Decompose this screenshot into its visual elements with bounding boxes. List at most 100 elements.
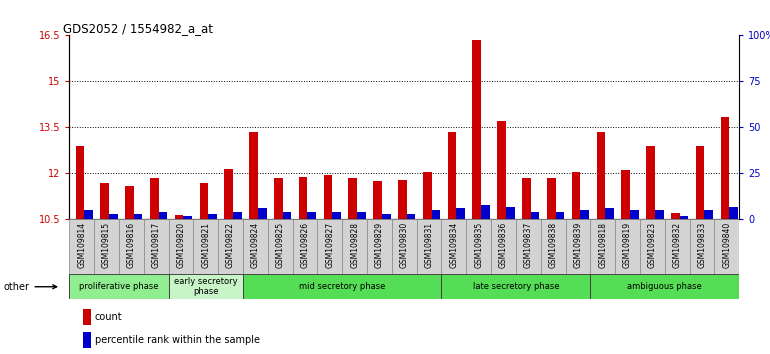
Bar [367, 219, 392, 274]
Bar [646, 146, 654, 219]
Bar [382, 214, 390, 219]
Text: GSM109824: GSM109824 [251, 222, 260, 268]
Text: other: other [3, 282, 57, 292]
Bar [398, 179, 407, 219]
Bar [268, 219, 293, 274]
Bar [729, 207, 738, 219]
Bar [307, 212, 316, 219]
Bar [348, 178, 357, 219]
Text: late secretory phase: late secretory phase [473, 282, 559, 291]
Text: GSM109829: GSM109829 [375, 222, 384, 268]
Bar [150, 178, 159, 219]
Text: GSM109833: GSM109833 [698, 222, 707, 268]
Bar [175, 215, 183, 219]
Text: GSM109840: GSM109840 [722, 222, 732, 268]
Text: GSM109817: GSM109817 [152, 222, 161, 268]
Bar [159, 212, 167, 219]
Text: ambiguous phase: ambiguous phase [628, 282, 702, 291]
Bar [531, 212, 540, 219]
Bar [671, 213, 680, 219]
Text: GSM109823: GSM109823 [648, 222, 657, 268]
Bar [447, 132, 457, 219]
Bar [506, 207, 514, 219]
Text: GSM109820: GSM109820 [176, 222, 186, 268]
Bar [82, 309, 91, 325]
Bar [597, 132, 605, 219]
Bar [258, 209, 266, 219]
Bar [299, 177, 307, 219]
Bar [82, 332, 91, 348]
Text: early secretory
phase: early secretory phase [174, 277, 238, 296]
Bar [640, 219, 665, 274]
Bar [125, 186, 134, 219]
Text: GSM109837: GSM109837 [524, 222, 533, 268]
Bar [208, 214, 217, 219]
Text: GSM109822: GSM109822 [226, 222, 235, 268]
Bar [516, 219, 541, 274]
Bar [417, 219, 441, 274]
Bar [183, 216, 192, 219]
Text: GSM109831: GSM109831 [424, 222, 434, 268]
Bar [715, 219, 739, 274]
Bar [392, 219, 417, 274]
Bar [342, 219, 367, 274]
Bar [630, 210, 638, 219]
Text: percentile rank within the sample: percentile rank within the sample [95, 335, 259, 346]
Bar [218, 219, 243, 274]
Bar [491, 219, 516, 274]
Text: GSM109814: GSM109814 [77, 222, 86, 268]
Bar [690, 219, 715, 274]
Bar [323, 175, 333, 219]
Bar [696, 146, 705, 219]
Bar [119, 219, 144, 274]
Bar [665, 219, 690, 274]
Text: GSM109818: GSM109818 [598, 222, 608, 268]
Bar [69, 274, 169, 299]
Bar [357, 212, 366, 219]
Bar [317, 219, 342, 274]
Bar [680, 216, 688, 219]
Text: GSM109815: GSM109815 [102, 222, 111, 268]
Bar [431, 210, 440, 219]
Text: GDS2052 / 1554982_a_at: GDS2052 / 1554982_a_at [62, 22, 213, 35]
Text: GSM109819: GSM109819 [623, 222, 632, 268]
Bar [249, 132, 258, 219]
Bar [481, 205, 490, 219]
Text: GSM109827: GSM109827 [325, 222, 334, 268]
Text: GSM109828: GSM109828 [350, 222, 359, 268]
Text: GSM109832: GSM109832 [673, 222, 681, 268]
Bar [721, 117, 729, 219]
Bar [109, 214, 118, 219]
Bar [144, 219, 169, 274]
Bar [283, 212, 291, 219]
Bar [441, 274, 591, 299]
Text: GSM109834: GSM109834 [450, 222, 458, 268]
Bar [84, 210, 93, 219]
Bar [423, 172, 431, 219]
Bar [333, 212, 341, 219]
Text: GSM109836: GSM109836 [499, 222, 508, 268]
Text: GSM109825: GSM109825 [276, 222, 285, 268]
Bar [605, 209, 614, 219]
Bar [615, 219, 640, 274]
Bar [591, 219, 615, 274]
Bar [243, 219, 268, 274]
Bar [497, 121, 506, 219]
Bar [243, 274, 441, 299]
Bar [293, 219, 317, 274]
Bar [565, 219, 591, 274]
Bar [556, 212, 564, 219]
Bar [224, 169, 233, 219]
Bar [591, 274, 739, 299]
Bar [100, 183, 109, 219]
Text: mid secretory phase: mid secretory phase [299, 282, 386, 291]
Bar [541, 219, 565, 274]
Bar [169, 274, 243, 299]
Bar [467, 219, 491, 274]
Text: count: count [95, 312, 122, 322]
Bar [473, 40, 481, 219]
Bar [233, 212, 242, 219]
Bar [69, 219, 94, 274]
Bar [581, 210, 589, 219]
Bar [407, 214, 416, 219]
